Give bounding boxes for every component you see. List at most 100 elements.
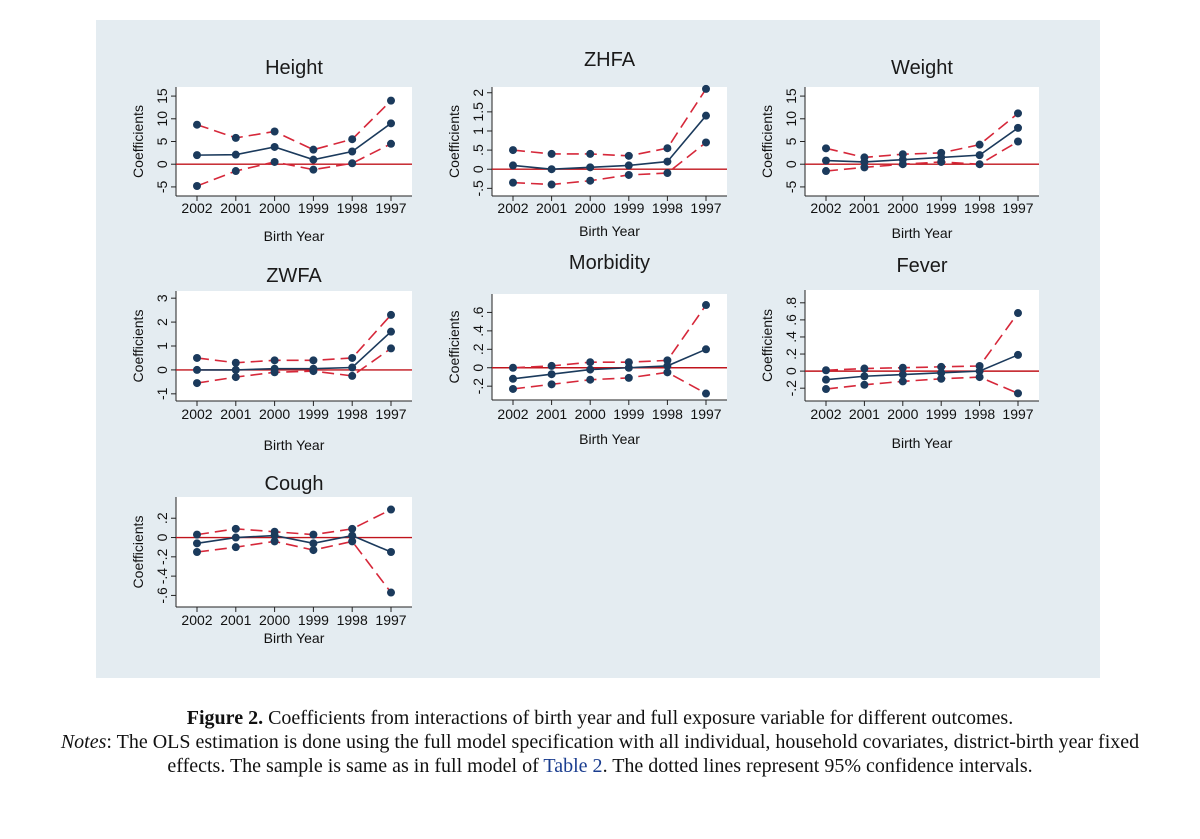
morbidity-lower-ci-point [586, 375, 595, 384]
height-upper-ci-point [309, 145, 318, 154]
height-upper-ci-point [193, 120, 201, 129]
morbidity-xtick-label: 1999 [613, 406, 644, 422]
zhfa-ytick-label: 0 [470, 165, 486, 173]
zwfa-xtick-label: 1997 [375, 406, 406, 422]
zwfa-coefficient-point [231, 365, 240, 374]
fever-lower-ci-line [825, 376, 1019, 395]
zhfa-lower-ci-point [547, 180, 556, 189]
height-upper-ci-point [348, 135, 357, 144]
cough-lower-ci-point [309, 546, 318, 555]
weight-coefficient-point [898, 155, 907, 164]
zwfa-ytick-label: 0 [154, 366, 170, 374]
weight-xtick-label: 1997 [1002, 200, 1033, 216]
cough-coefficient-point [193, 539, 201, 548]
cough-upper-ci-point [387, 505, 395, 514]
morbidity-coefficient-point [547, 370, 556, 379]
table-2-link[interactable]: Table 2 [543, 755, 603, 777]
fever-xtick-label: 1999 [926, 406, 957, 422]
height-lower-ci-line [196, 143, 392, 187]
weight-lower-ci-point [822, 167, 830, 176]
morbidity-lower-ci-line [512, 371, 707, 395]
morbidity-coefficient-point [586, 365, 595, 374]
notes-label: Notes [60, 731, 107, 753]
cough-lower-ci-point [270, 537, 279, 546]
zwfa-upper-ci-point [270, 356, 279, 365]
weight-coefficient-point [822, 156, 830, 165]
morbidity-upper-ci-point [702, 301, 710, 310]
cough-x-axis-label: Birth Year [264, 630, 325, 646]
zhfa-x-axis-label: Birth Year [579, 223, 640, 239]
cough-lower-ci-line [196, 540, 392, 594]
weight-ytick-label: 15 [783, 88, 799, 104]
zwfa-upper-ci-point [309, 356, 318, 365]
cough-coefficient-point [348, 531, 357, 540]
zwfa-lower-ci-point [387, 344, 395, 353]
height-upper-ci-point [270, 127, 279, 136]
cough-upper-ci-point [193, 530, 201, 539]
morbidity-ytick-label: 0 [470, 364, 486, 372]
fever-coefficient-point [898, 370, 907, 379]
morbidity-upper-ci-point [624, 358, 633, 367]
zhfa-ytick-label: -.5 [470, 180, 486, 197]
fever-lower-ci-point [898, 377, 907, 386]
height-ytick-label: 10 [154, 111, 170, 127]
height-upper-ci-line [196, 100, 392, 151]
fever-coefficient-line [825, 354, 1019, 381]
cough-xtick-label: 2001 [220, 612, 251, 628]
morbidity-ytick-label: .4 [470, 325, 486, 337]
morbidity-lower-ci-point [663, 368, 672, 377]
zhfa-lower-ci-point [702, 138, 710, 147]
height-xtick-label: 1999 [298, 200, 329, 216]
cough-ytick-label: .2 [154, 512, 170, 524]
fever-title: Fever [896, 255, 947, 277]
figure-text: Coefficients from interactions of birth … [263, 707, 1014, 729]
cough-upper-ci-point [309, 530, 318, 539]
zwfa-xtick-label: 1999 [298, 406, 329, 422]
fever-ytick-label: .4 [783, 331, 799, 343]
fever-xtick-label: 2002 [810, 406, 841, 422]
zhfa-coefficient-point [547, 165, 556, 174]
cough-xtick-label: 1998 [337, 612, 368, 628]
zhfa-coefficient-line [512, 115, 707, 171]
weight-upper-ci-line [825, 112, 1019, 159]
morbidity-upper-ci-line [512, 304, 707, 369]
morbidity-title: Morbidity [569, 252, 650, 274]
morbidity-xtick-label: 2002 [497, 406, 528, 422]
zhfa-xtick-label: 1998 [652, 200, 683, 216]
fever-coefficient-point [937, 368, 946, 377]
zhfa-coefficient-point [624, 161, 633, 170]
weight-coefficient-point [860, 157, 869, 166]
morbidity-coefficient-point [509, 374, 517, 383]
cough-lower-ci-point [193, 548, 201, 556]
height-ytick-label: 15 [154, 88, 170, 104]
zwfa-upper-ci-point [231, 358, 240, 367]
morbidity-xtick-label: 2001 [536, 406, 567, 422]
cough-y-axis-label: Coefficients [130, 516, 146, 589]
zwfa-coefficient-point [387, 327, 395, 336]
weight-plot-area [805, 87, 1039, 196]
zhfa-xtick-label: 2001 [536, 200, 567, 216]
fever-lower-ci-point [937, 374, 946, 383]
zwfa-xtick-label: 2000 [259, 406, 290, 422]
weight-x-axis-label: Birth Year [892, 225, 953, 241]
cough-coefficient-point [387, 548, 395, 556]
cough-coefficient-line [196, 534, 392, 553]
zhfa-coefficient-point [586, 163, 595, 172]
weight-ytick-label: 5 [783, 137, 799, 145]
height-xtick-label: 2001 [220, 200, 251, 216]
cough-upper-ci-line [196, 508, 392, 536]
zhfa-xtick-label: 2002 [497, 200, 528, 216]
height-lower-ci-point [231, 167, 240, 176]
morbidity-lower-ci-point [509, 384, 517, 393]
height-x-axis-label: Birth Year [264, 228, 325, 244]
zwfa-lower-ci-line [196, 347, 392, 384]
weight-xtick-label: 2001 [849, 200, 880, 216]
zhfa-coefficient-point [509, 161, 517, 170]
zwfa-coefficient-line [197, 331, 392, 371]
zhfa-ytick-label: 2 [470, 89, 486, 97]
cough-ytick-label: -.4 [154, 568, 170, 585]
zhfa-plot-area [492, 87, 727, 196]
weight-coefficient-point [1014, 123, 1022, 132]
weight-upper-ci-point [822, 144, 830, 153]
